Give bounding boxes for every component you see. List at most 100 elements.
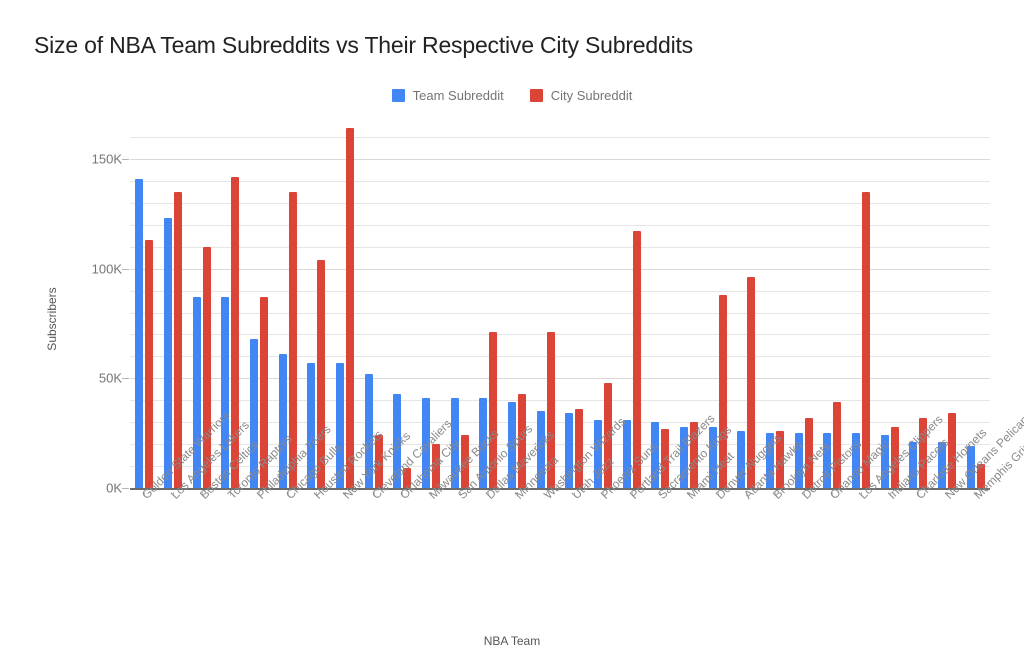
bar-city-subreddit[interactable] [145, 240, 154, 488]
bar-team-subreddit[interactable] [593, 420, 602, 488]
x-axis-tick-mark [287, 492, 289, 496]
bar-group [187, 137, 216, 488]
bar-city-subreddit[interactable] [775, 430, 784, 488]
bar-team-subreddit[interactable] [421, 398, 430, 488]
gridline [130, 422, 990, 424]
bar-team-subreddit[interactable] [737, 430, 746, 488]
bar-team-subreddit[interactable] [249, 338, 258, 488]
bar-city-subreddit[interactable] [173, 191, 182, 488]
x-axis-tick-mark [316, 492, 318, 496]
bar-city-subreddit[interactable] [603, 382, 612, 488]
bar-city-subreddit[interactable] [833, 402, 842, 488]
x-axis-tick-mark [574, 492, 576, 496]
bar-group [359, 137, 388, 488]
bar-team-subreddit[interactable] [622, 420, 631, 488]
bar-team-subreddit[interactable] [708, 426, 717, 488]
bar-team-subreddit[interactable] [507, 402, 516, 488]
bar-team-subreddit[interactable] [307, 362, 316, 488]
bar-group [617, 137, 646, 488]
bar-city-subreddit[interactable] [288, 191, 297, 488]
bar-city-subreddit[interactable] [460, 435, 469, 488]
x-axis-tick-mark [746, 492, 748, 496]
bar-city-subreddit[interactable] [575, 409, 584, 488]
bar-city-subreddit[interactable] [517, 393, 526, 488]
bar-team-subreddit[interactable] [393, 393, 402, 488]
bar-group [646, 137, 675, 488]
gridline [130, 158, 990, 160]
x-axis-tick-mark [488, 492, 490, 496]
bar-group [503, 137, 532, 488]
bar-group [933, 137, 962, 488]
bar-team-subreddit[interactable] [479, 398, 488, 488]
bar-team-subreddit[interactable] [679, 426, 688, 488]
bar-city-subreddit[interactable] [976, 463, 985, 488]
bar-team-subreddit[interactable] [221, 297, 230, 488]
bar-city-subreddit[interactable] [947, 413, 956, 488]
gridline [130, 378, 990, 380]
legend-item-team-subreddit[interactable]: Team Subreddit [391, 88, 504, 103]
bar-city-subreddit[interactable] [747, 277, 756, 488]
legend-swatch-city-subreddit [529, 89, 543, 102]
bar-group [904, 137, 933, 488]
bar-team-subreddit[interactable] [335, 362, 344, 488]
bar-city-subreddit[interactable] [431, 444, 440, 488]
bar-group [703, 137, 732, 488]
bar-team-subreddit[interactable] [851, 433, 860, 488]
bar-city-subreddit[interactable] [546, 332, 555, 488]
bar-city-subreddit[interactable] [403, 468, 412, 488]
bar-team-subreddit[interactable] [192, 297, 201, 488]
bar-team-subreddit[interactable] [364, 373, 373, 488]
bar-city-subreddit[interactable] [919, 417, 928, 488]
legend-item-city-subreddit[interactable]: City Subreddit [529, 88, 632, 103]
bar-team-subreddit[interactable] [937, 441, 946, 488]
bar-team-subreddit[interactable] [909, 441, 918, 488]
x-axis-tick-mark [861, 492, 862, 496]
x-axis-tick-mark [832, 492, 834, 496]
bar-city-subreddit[interactable] [661, 428, 670, 488]
bar-team-subreddit[interactable] [135, 178, 144, 488]
bar-group [445, 137, 474, 488]
bar-team-subreddit[interactable] [966, 446, 975, 488]
bar-team-subreddit[interactable] [536, 411, 545, 488]
bar-group [675, 137, 704, 488]
bar-team-subreddit[interactable] [163, 218, 172, 488]
y-axis-tick-mark [122, 268, 129, 270]
bar-team-subreddit[interactable] [765, 433, 774, 488]
bar-city-subreddit[interactable] [489, 332, 498, 488]
bar-city-subreddit[interactable] [890, 426, 899, 488]
x-axis-tick-mark [230, 492, 232, 496]
bar-team-subreddit[interactable] [794, 433, 803, 488]
bar-city-subreddit[interactable] [345, 128, 354, 488]
bar-city-subreddit[interactable] [317, 259, 326, 488]
gridline [130, 334, 990, 336]
bar-city-subreddit[interactable] [374, 435, 383, 488]
bar-city-subreddit[interactable] [202, 246, 211, 488]
x-axis-tick-mark [975, 492, 977, 496]
x-axis-tick-mark [545, 492, 547, 496]
x-axis-tick-mark [603, 492, 604, 496]
bar-team-subreddit[interactable] [565, 413, 574, 488]
x-axis-tick-mark [803, 492, 805, 496]
bar-team-subreddit[interactable] [450, 398, 459, 488]
bar-team-subreddit[interactable] [651, 422, 660, 488]
bar-team-subreddit[interactable] [823, 433, 832, 488]
x-axis-tick-mark [889, 492, 891, 496]
chart-legend: Team Subreddit City Subreddit [0, 88, 1024, 103]
bar-city-subreddit[interactable] [861, 191, 870, 488]
x-axis-tick-mark [431, 492, 432, 496]
x-axis-tick-mark [259, 492, 260, 496]
x-axis-tick-mark [459, 492, 461, 496]
gridline [130, 224, 990, 226]
bar-team-subreddit[interactable] [880, 435, 889, 488]
bar-city-subreddit[interactable] [804, 417, 813, 488]
bar-city-subreddit[interactable] [632, 231, 641, 488]
x-axis-tick-mark [947, 492, 948, 496]
bar-city-subreddit[interactable] [689, 422, 698, 488]
bar-city-subreddit[interactable] [231, 176, 240, 488]
bar-group [331, 128, 360, 488]
bar-city-subreddit[interactable] [259, 297, 268, 488]
bar-city-subreddit[interactable] [718, 294, 727, 488]
x-axis-tick-mark [402, 492, 404, 496]
bar-team-subreddit[interactable] [278, 354, 287, 488]
